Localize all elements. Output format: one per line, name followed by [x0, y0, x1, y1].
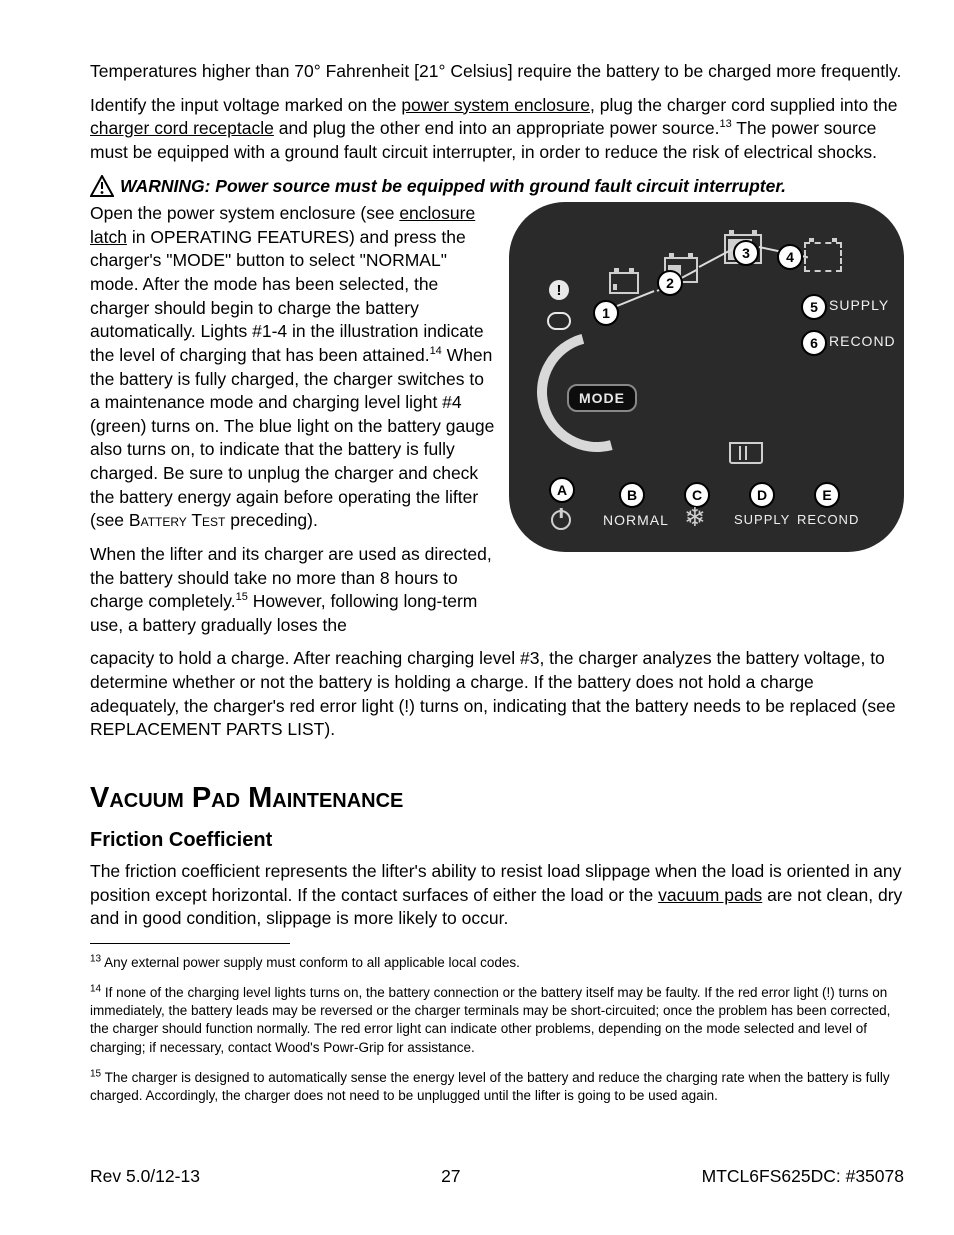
- warning-text: WARNING: Power source must be equipped w…: [120, 175, 786, 199]
- footnote-ref: 14: [430, 345, 442, 357]
- footnote-text: If none of the charging level lights tur…: [90, 985, 890, 1055]
- footnote-separator: [90, 943, 290, 944]
- warning-icon: [90, 175, 114, 197]
- underlined-term: charger cord receptacle: [90, 118, 274, 138]
- power-icon: [551, 510, 571, 530]
- text: , plug the charger cord supplied into th…: [590, 95, 897, 115]
- smallcaps-text: Battery Test: [129, 510, 225, 530]
- panel-text: RECOND: [829, 333, 896, 349]
- paragraph: The friction coefficient represents the …: [90, 860, 904, 931]
- footnote-text: Any external power supply must conform t…: [101, 955, 520, 970]
- text: preceding).: [225, 510, 317, 530]
- text: Open the power system enclosure (see: [90, 203, 399, 223]
- text: in OPERATING FEATURES) and press the cha…: [90, 227, 484, 365]
- label-circle: 6: [801, 330, 827, 356]
- paragraph: Identify the input voltage marked on the…: [90, 94, 904, 165]
- two-column-block: Open the power system enclosure (see enc…: [90, 202, 904, 647]
- footnote-ref: 13: [719, 118, 731, 130]
- label-circle: 3: [733, 240, 759, 266]
- label-circle: B: [619, 482, 645, 508]
- mode-button-label: MODE: [567, 384, 637, 412]
- subsection-heading: Friction Coefficient: [90, 829, 904, 852]
- label-circle: D: [749, 482, 775, 508]
- panel-text: NORMAL: [603, 512, 669, 528]
- section-heading: Vacuum Pad Maintenance: [90, 782, 904, 815]
- footnote: 14 If none of the charging level lights …: [90, 984, 904, 1057]
- footer-left: Rev 5.0/12-13: [90, 1166, 200, 1187]
- footer-right: MTCL6FS625DC: #35078: [702, 1166, 904, 1187]
- indicator-icon: [547, 312, 571, 330]
- underlined-term: power system enclosure: [401, 95, 590, 115]
- label-circle: 5: [801, 294, 827, 320]
- charger-panel-figure: ! 1 2 3 4 5 6 SUPPLY RECOND MODE A B C D: [509, 202, 904, 552]
- underlined-term: vacuum pads: [658, 885, 762, 905]
- warning-row: WARNING: Power source must be equipped w…: [90, 175, 904, 199]
- panel-text: SUPPLY: [829, 297, 889, 313]
- label-circle: A: [549, 477, 575, 503]
- error-light-icon: !: [549, 280, 569, 300]
- paragraph: Open the power system enclosure (see enc…: [90, 202, 495, 533]
- footnote-number: 14: [90, 983, 101, 994]
- page-footer: Rev 5.0/12-13 27 MTCL6FS625DC: #35078: [90, 1166, 904, 1187]
- footnote: 15 The charger is designed to automatica…: [90, 1069, 904, 1105]
- footnote-ref: 15: [236, 591, 248, 603]
- manual-icon: [729, 442, 763, 464]
- label-circle: 2: [657, 270, 683, 296]
- panel-text: SUPPLY: [734, 512, 790, 527]
- footnote-number: 13: [90, 953, 101, 964]
- snowflake-icon: ❄: [684, 504, 706, 530]
- document-page: Temperatures higher than 70° Fahrenheit …: [0, 0, 954, 1235]
- paragraph: capacity to hold a charge. After reachin…: [90, 647, 904, 742]
- label-circle: 1: [593, 300, 619, 326]
- label-circle: E: [814, 482, 840, 508]
- panel-text: RECOND: [797, 512, 859, 527]
- footnote: 13 Any external power supply must confor…: [90, 954, 904, 972]
- footnote-text: The charger is designed to automatically…: [90, 1070, 890, 1103]
- text: When the battery is fully charged, the c…: [90, 345, 494, 530]
- label-circle: 4: [777, 244, 803, 270]
- footer-page-number: 27: [441, 1166, 460, 1187]
- footnote-number: 15: [90, 1068, 101, 1079]
- paragraph: Temperatures higher than 70° Fahrenheit …: [90, 60, 904, 84]
- paragraph: When the lifter and its charger are used…: [90, 543, 495, 638]
- text: Identify the input voltage marked on the: [90, 95, 401, 115]
- text: and plug the other end into an appropria…: [274, 118, 720, 138]
